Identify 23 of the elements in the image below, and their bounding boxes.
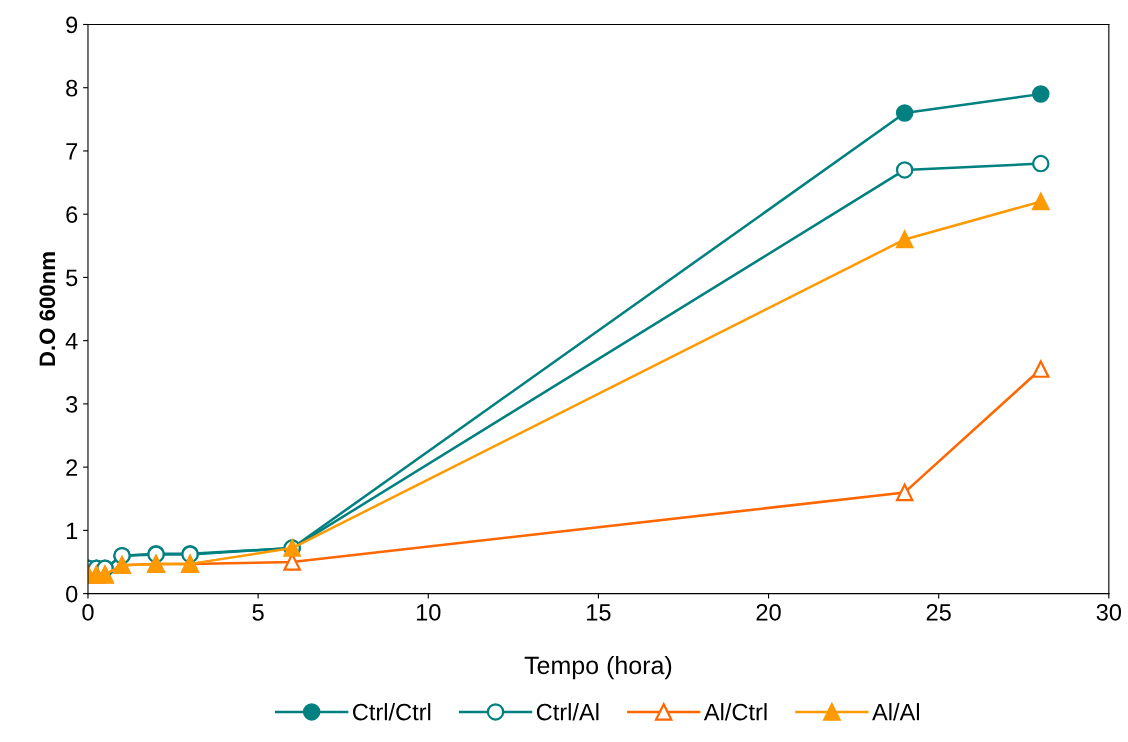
y-axis-title: D.O 600nm [39,252,56,366]
y-tick-label: 2 [66,459,78,476]
x-tick-label: 30 [1096,603,1122,621]
x-tick-label: 20 [756,603,781,621]
y-tick-label: 3 [66,395,78,413]
x-tick-label: 5 [252,604,264,621]
y-tick-label: 9 [66,16,78,34]
legend-label: Ctrl/Al [536,703,599,721]
y-tick-label: 5 [66,269,78,287]
legend-label: Al/Ctrl [703,703,767,721]
legend-label: Ctrl/Ctrl [353,703,431,721]
x-tick-label: 15 [587,604,611,621]
y-tick-label: 0 [66,585,78,603]
legend-label: Al/Al [872,703,919,721]
x-tick-label: 25 [926,603,951,621]
y-tick-label: 8 [66,79,78,97]
y-tick-label: 1 [66,522,78,539]
x-axis-title: Tempo (hora) [524,655,672,680]
x-tick-label: 10 [416,603,441,621]
y-tick-label: 7 [66,143,78,160]
y-tick-label: 6 [66,206,78,223]
x-tick-label: 0 [82,603,94,621]
y-tick-label: 4 [65,332,78,350]
